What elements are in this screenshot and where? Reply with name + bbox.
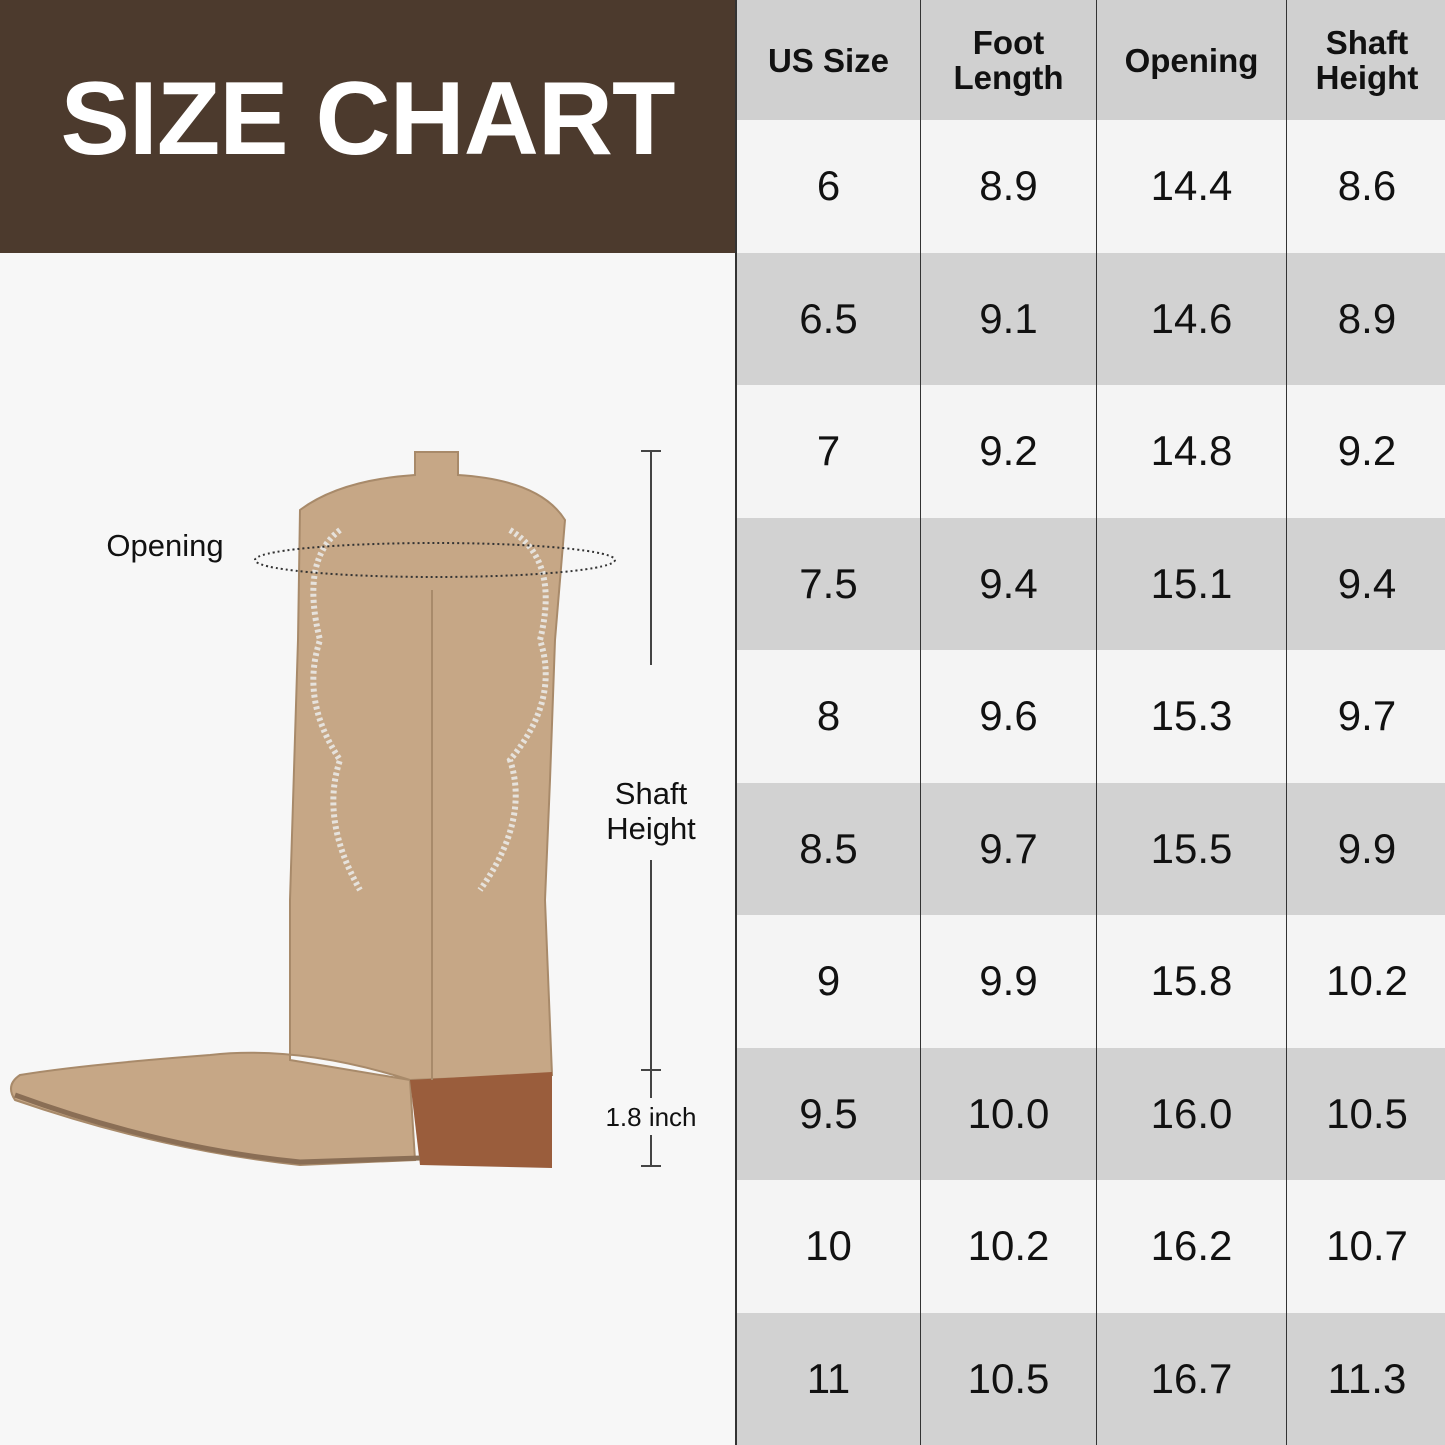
- table-row: 10 10.2 16.2 10.7: [737, 1180, 1445, 1313]
- column-header-text: Length: [953, 59, 1064, 96]
- table-cell: 11.3: [1327, 1354, 1407, 1402]
- table-cell: 8.6: [1337, 162, 1397, 210]
- table-cell: 9.4: [921, 517, 1097, 650]
- table-cell: 9.4: [1337, 559, 1397, 607]
- table-cell: 9.9: [1337, 824, 1397, 872]
- product-panel: SIZE CHART Opening Shaft Height 1.8 inch: [0, 0, 735, 1168]
- table-cell: 10.0: [921, 1047, 1097, 1180]
- size-table: US Size Foot Length Opening Shaft Height 6 8.9 1…: [735, 0, 1445, 1445]
- table-cell: 14.6: [1097, 252, 1287, 385]
- table-cell: 16.7: [1097, 1312, 1287, 1445]
- table-cell: 7: [737, 385, 921, 518]
- table-cell: 10.2: [921, 1180, 1097, 1313]
- page-title: SIZE CHART: [60, 61, 676, 177]
- column-header-text: Opening: [1124, 41, 1259, 79]
- table-header-row: US Size Foot Length Opening Shaft Height: [737, 0, 1445, 120]
- table-cell: 15.1: [1097, 517, 1287, 650]
- column-header-text: Foot: [972, 24, 1045, 61]
- table-row: 8.5 9.7 15.5 9.9: [737, 782, 1445, 915]
- shaft-label-line2: Height: [606, 811, 696, 846]
- table-row: 7.5 9.4 15.1 9.4: [737, 517, 1445, 650]
- column-header-text: Shaft: [1325, 24, 1409, 61]
- table-cell: 9.5: [737, 1047, 921, 1180]
- table-cell: 8.9: [1337, 294, 1397, 342]
- table-cell: 15.8: [1097, 915, 1287, 1048]
- table-row: 9.5 10.0 16.0 10.5: [737, 1047, 1445, 1180]
- column-header: Shaft Height: [1287, 0, 1445, 120]
- boot-illustration: [10, 450, 661, 1168]
- table-cell: 9.1: [921, 252, 1097, 385]
- opening-label: Opening: [106, 528, 224, 563]
- shaft-height-measure: [641, 450, 661, 1167]
- table-cell: 8: [737, 650, 921, 783]
- boot-heel: [410, 1072, 552, 1168]
- table-cell: 11: [737, 1312, 921, 1445]
- table-cell: 8.5: [737, 782, 921, 915]
- table-cell: 6: [737, 120, 921, 253]
- table-cell: 6.5: [737, 252, 921, 385]
- table-cell: 7.5: [737, 517, 921, 650]
- shaft-height-label: Shaft Height: [590, 776, 712, 846]
- table-cell: 10.5: [921, 1312, 1097, 1445]
- opening-ellipse: [254, 542, 616, 578]
- table-row: 7 9.2 14.8 9.2: [737, 385, 1445, 518]
- table-cell: 9: [737, 915, 921, 1048]
- column-header-text: US Size: [767, 41, 890, 79]
- table-cell: 15.5: [1097, 782, 1287, 915]
- table-row: 8 9.6 15.3 9.7: [737, 650, 1445, 783]
- table-row: 9 9.9 15.8 10.2: [737, 915, 1445, 1048]
- table-cell: 14.8: [1097, 385, 1287, 518]
- table-cell: 9.2: [921, 385, 1097, 518]
- column-header-text: Height: [1315, 59, 1419, 96]
- table-cell: 10: [737, 1180, 921, 1313]
- table-cell: 10.7: [1326, 1222, 1408, 1270]
- boot-shaft: [10, 451, 567, 1167]
- table-cell: 16.2: [1097, 1180, 1287, 1313]
- column-header: US Size: [737, 0, 921, 120]
- column-header: Opening: [1097, 0, 1287, 120]
- table-cell: 9.7: [921, 782, 1097, 915]
- table-cell: 16.0: [1097, 1047, 1287, 1180]
- table-cell: 9.6: [921, 650, 1097, 783]
- title-banner: SIZE CHART: [0, 0, 735, 253]
- table-cell: 14.4: [1097, 120, 1287, 253]
- table-row: 11 10.5 16.7 11.3: [737, 1312, 1445, 1445]
- heel-height-label: 1.8 inch: [605, 1102, 697, 1132]
- table-cell: 8.9: [921, 120, 1097, 253]
- column-header: Foot Length: [921, 0, 1097, 120]
- table-row: 6.5 9.1 14.6 8.9: [737, 252, 1445, 385]
- table-cell: 9.9: [921, 915, 1097, 1048]
- table-row: 6 8.9 14.4 8.6: [737, 120, 1445, 253]
- table-cell: 9.7: [1337, 692, 1397, 740]
- table-cell: 9.2: [1337, 427, 1397, 475]
- table-cell: 10.5: [1326, 1089, 1408, 1137]
- table-cell: 10.2: [1326, 957, 1408, 1005]
- table-cell: 15.3: [1097, 650, 1287, 783]
- shaft-label-line1: Shaft: [614, 776, 688, 811]
